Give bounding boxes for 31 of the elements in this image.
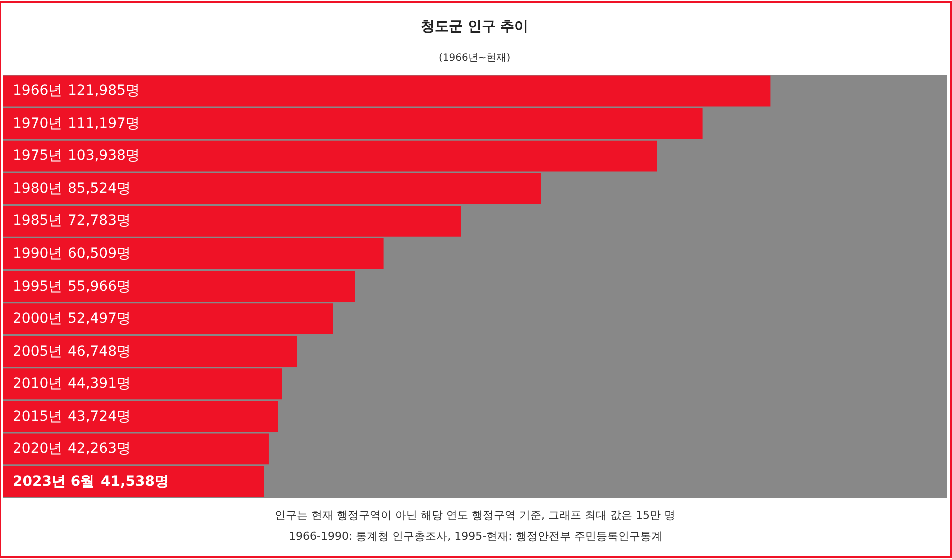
data-label: 55,966명 bbox=[68, 279, 131, 295]
data-label: 46,748명 bbox=[68, 344, 131, 360]
y-tick-label: 1985년 bbox=[13, 213, 63, 229]
y-tick-label: 2023년 6월 bbox=[13, 474, 95, 490]
data-label: 111,197명 bbox=[68, 116, 140, 132]
data-label: 44,391명 bbox=[68, 376, 131, 392]
chart-subtitle: (1966년~현재) bbox=[439, 53, 511, 64]
y-tick-label: 2010년 bbox=[13, 376, 63, 392]
y-tick-label: 1966년 bbox=[13, 83, 63, 99]
data-label: 43,724명 bbox=[68, 409, 131, 425]
y-tick-label: 1980년 bbox=[13, 181, 63, 197]
y-tick-label: 2020년 bbox=[13, 441, 63, 457]
data-label: 52,497명 bbox=[68, 311, 131, 327]
y-tick-label: 2015년 bbox=[13, 409, 63, 425]
bar bbox=[3, 76, 771, 107]
y-tick-label: 1970년 bbox=[13, 116, 63, 132]
y-tick-label: 1975년 bbox=[13, 148, 63, 164]
data-label: 42,263명 bbox=[68, 441, 131, 457]
data-label: 85,524명 bbox=[68, 181, 131, 197]
data-label: 103,938명 bbox=[68, 148, 140, 164]
data-label: 121,985명 bbox=[68, 83, 140, 99]
y-tick-label: 1990년 bbox=[13, 246, 63, 262]
text: 인구는 현재 행정구역이 아닌 해당 연도 행정구역 기준, 그래프 최대 값은 15만 명 bbox=[275, 509, 676, 522]
text: 1966-1990: 통계청 인구총조사, 1995-현재: 행정안전부 주민등록인구통계 bbox=[289, 530, 662, 543]
y-tick-label: 1995년 bbox=[13, 279, 63, 295]
data-label: 72,783명 bbox=[68, 213, 131, 229]
y-tick-label: 2005년 bbox=[13, 344, 63, 360]
data-label: 60,509명 bbox=[68, 246, 131, 262]
data-label: 41,538명 bbox=[101, 474, 170, 490]
y-tick-label: 2000년 bbox=[13, 311, 63, 327]
chart-title: 청도군 인구 추이 bbox=[421, 19, 529, 35]
